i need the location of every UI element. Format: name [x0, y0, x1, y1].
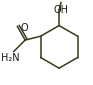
Text: OH: OH: [53, 5, 68, 15]
Text: O: O: [20, 23, 28, 33]
Text: H₂N: H₂N: [1, 53, 20, 62]
